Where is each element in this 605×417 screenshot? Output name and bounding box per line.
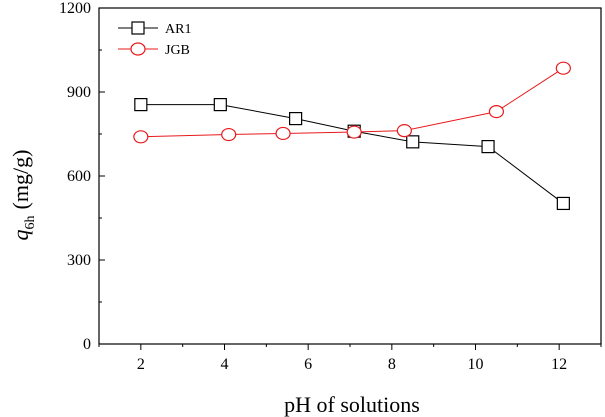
data-point-jgb <box>133 130 149 144</box>
series-line-ar1 <box>140 104 564 204</box>
x-tick-label: 12 <box>551 356 567 373</box>
data-point-jgb <box>346 125 362 139</box>
data-point-jgb <box>221 127 237 142</box>
y-tick-label: 900 <box>67 84 91 101</box>
legend-marker-ar1 <box>131 21 145 35</box>
x-tick-label: 4 <box>221 356 229 373</box>
x-tick-label: 6 <box>304 356 312 373</box>
y-tick-label: 0 <box>83 336 91 353</box>
x-tick-label: 2 <box>137 356 145 373</box>
svg-text:q6h(mg/g): q6h (mg/g) <box>8 150 38 241</box>
legend-label-ar1: AR1 <box>165 22 191 37</box>
y-tick-label: 1200 <box>59 0 91 17</box>
data-point-jgb <box>275 126 291 141</box>
legend: AR1 JGB <box>118 21 191 58</box>
data-point-ar1 <box>289 111 303 126</box>
data-point-jgb <box>488 104 505 119</box>
data-point-jgb <box>555 61 571 75</box>
data-point-ar1 <box>556 196 570 211</box>
legend-marker-jgb <box>130 42 146 56</box>
x-axis-title: pH of solutions <box>284 392 420 417</box>
data-point-jgb <box>396 124 412 138</box>
plot-border <box>98 7 602 345</box>
x-axis: 2 4 6 8 10 12 <box>98 344 602 373</box>
y-axis-title: q6h (mg/g) <box>8 150 38 241</box>
data-point-ar1 <box>134 97 148 112</box>
x-tick-label: 8 <box>388 356 396 373</box>
y-axis-title-symbol: q <box>8 229 33 240</box>
y-axis: 0 300 600 900 1200 <box>59 0 105 353</box>
y-tick-label: 300 <box>67 252 91 269</box>
series-layer <box>133 61 571 211</box>
data-point-ar1 <box>213 97 227 112</box>
data-point-ar1 <box>406 135 420 149</box>
y-axis-title-unit: (mg/g) <box>8 150 33 210</box>
plot-area <box>98 7 602 345</box>
y-axis-title-subscript: 6h <box>23 215 38 229</box>
data-point-ar1 <box>481 140 495 154</box>
y-tick-label: 600 <box>67 168 91 185</box>
x-tick-label: 10 <box>468 356 484 373</box>
legend-label-jgb: JGB <box>165 43 190 58</box>
